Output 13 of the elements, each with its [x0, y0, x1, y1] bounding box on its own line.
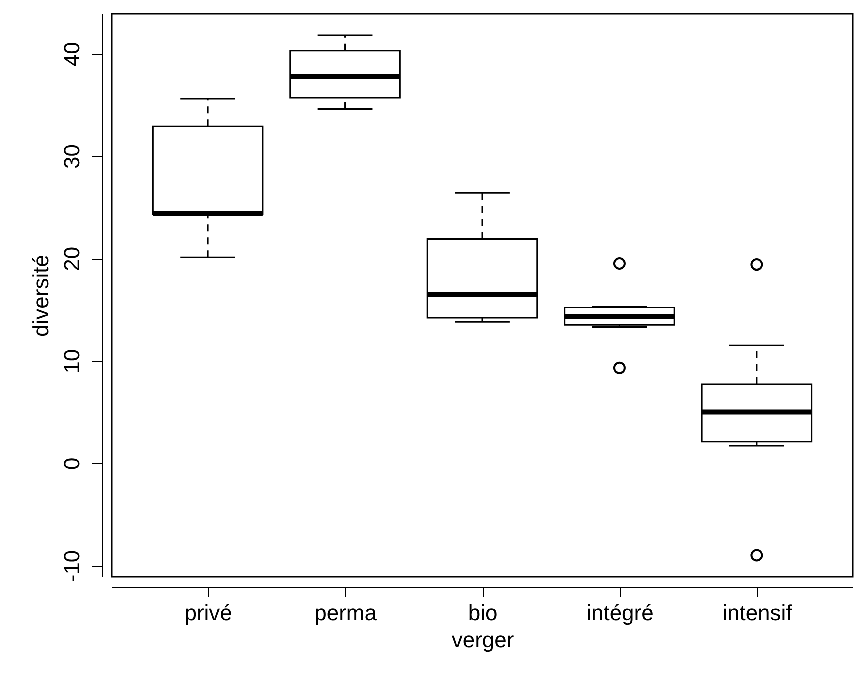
- x-tick-label: intensif: [722, 600, 794, 626]
- y-tick-label: 30: [60, 144, 84, 170]
- y-tick-label: -10: [60, 550, 84, 582]
- x-axis-title: verger: [452, 628, 514, 652]
- y-tick-label: 0: [60, 458, 84, 470]
- y-tick-label: 20: [60, 246, 84, 272]
- y-tick-label: 10: [60, 349, 84, 374]
- x-tick-label: intégré: [586, 600, 654, 626]
- y-tick-label: 40: [60, 42, 84, 67]
- x-tick-label: privé: [184, 600, 232, 626]
- x-tick-label: bio: [468, 600, 498, 626]
- x-tick-label: perma: [314, 600, 378, 626]
- y-axis-title: diversité: [28, 255, 54, 337]
